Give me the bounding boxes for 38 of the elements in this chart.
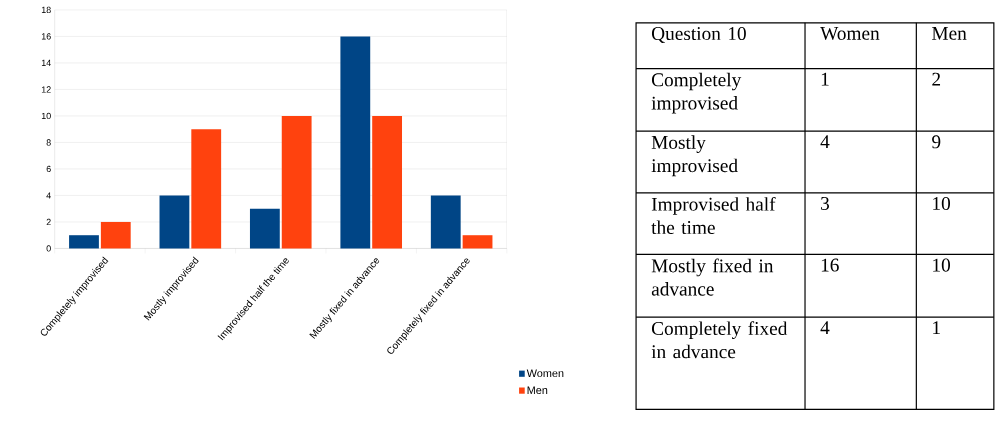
text: Question 10 xyxy=(651,26,746,43)
text: 1 xyxy=(933,321,940,334)
bar xyxy=(340,36,371,249)
y-tick-label: 18 xyxy=(41,6,51,13)
bar xyxy=(462,235,493,249)
text: 4 xyxy=(820,135,830,148)
y-tick-label: 8 xyxy=(46,139,51,146)
bar xyxy=(191,129,222,249)
y-tick-label: 4 xyxy=(46,192,51,199)
bar xyxy=(249,208,280,249)
y-tick-label: 12 xyxy=(41,86,51,93)
text: 2 xyxy=(932,72,941,86)
text: Mostly improvised xyxy=(651,135,738,176)
bar xyxy=(69,235,99,249)
text: 3 xyxy=(821,196,830,210)
text: 1 xyxy=(821,72,829,86)
legend-label: Men xyxy=(527,386,548,394)
text: Men xyxy=(932,26,967,40)
text: 9 xyxy=(932,135,941,149)
text: 16 xyxy=(821,258,839,272)
legend-label: Women xyxy=(526,369,564,377)
y-tick-label: 6 xyxy=(46,165,51,172)
text: Improvised half the time xyxy=(651,196,776,234)
bar xyxy=(372,115,403,249)
bar xyxy=(430,195,461,249)
text: Completely improvised xyxy=(651,72,742,114)
y-tick-label: 14 xyxy=(41,59,51,66)
bar xyxy=(159,195,190,249)
text: 4 xyxy=(820,321,830,334)
text: 10 xyxy=(933,196,951,210)
text: Women xyxy=(820,26,880,40)
y-tick-label: 2 xyxy=(46,218,51,225)
y-tick-label: 10 xyxy=(41,112,51,119)
bar xyxy=(281,115,312,249)
bar xyxy=(100,221,131,249)
y-tick-label: 0 xyxy=(46,245,51,252)
y-tick-label: 16 xyxy=(41,33,51,40)
text: 10 xyxy=(933,258,951,272)
